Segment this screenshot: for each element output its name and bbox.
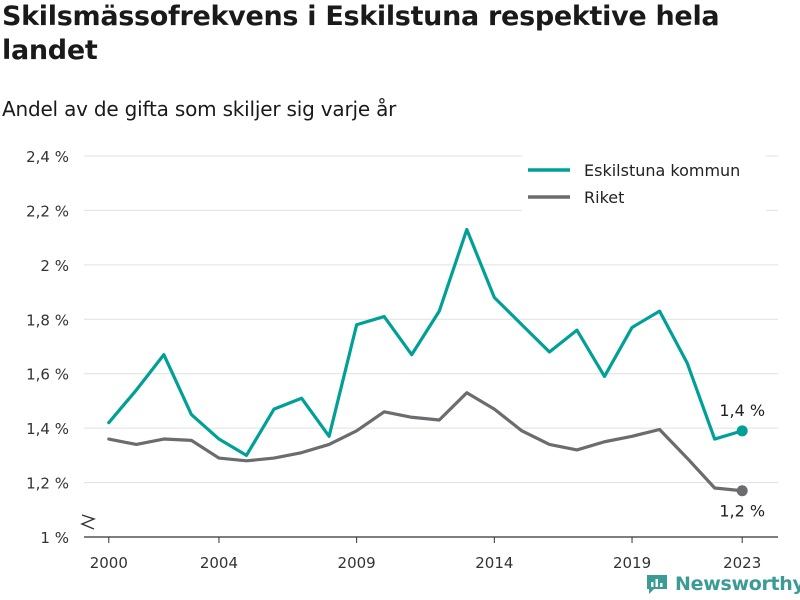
series-endpoint-riket: [736, 485, 748, 497]
series-endpoint-eskilstuna: [736, 425, 748, 437]
chart-title: Skilsmässofrekvens i Eskilstuna respekti…: [2, 1, 720, 66]
legend-label-eskilstuna: Eskilstuna kommun: [584, 161, 740, 180]
axis-break-icon: [80, 514, 96, 530]
y-tick-label: 1,6 %: [26, 366, 69, 384]
y-tick-label: 2 %: [40, 257, 69, 275]
x-tick-label: 2014: [475, 554, 513, 572]
series-line-eskilstuna: [107, 227, 744, 457]
legend-label-riket: Riket: [584, 188, 624, 207]
series-line-riket: [107, 391, 744, 493]
x-tick-label: 2019: [613, 554, 651, 572]
brand-name: Newsworthy: [675, 573, 800, 595]
legend-box: [522, 155, 766, 211]
newsworthy-logo-icon: [647, 575, 667, 594]
y-tick-label: 1 %: [40, 529, 69, 547]
end-label-eskilstuna: 1,4 %: [719, 401, 765, 420]
x-tick-label: 2004: [200, 554, 238, 572]
x-tick-label: 2000: [90, 554, 128, 572]
y-tick-label: 2,2 %: [26, 202, 69, 220]
chart-subtitle: Andel av de gifta som skiljer sig varje …: [2, 97, 397, 121]
x-tick-label: 2023: [723, 554, 761, 572]
y-tick-label: 1,8 %: [26, 311, 69, 329]
x-tick-label: 2009: [338, 554, 376, 572]
y-tick-label: 2,4 %: [26, 148, 69, 166]
y-tick-label: 1,2 %: [26, 475, 69, 493]
y-tick-label: 1,4 %: [26, 420, 69, 438]
brand-logo: Newsworthy: [645, 569, 800, 599]
end-label-riket: 1,2 %: [719, 502, 765, 521]
